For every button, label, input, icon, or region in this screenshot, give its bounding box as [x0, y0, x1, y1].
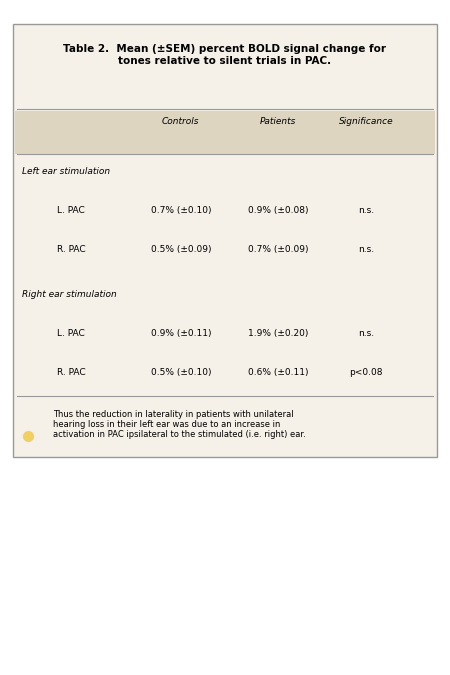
Text: L. PAC: L. PAC: [57, 329, 85, 338]
Text: Patients: Patients: [260, 117, 296, 126]
Text: L. PAC: L. PAC: [57, 206, 85, 215]
Text: Right ear stimulation: Right ear stimulation: [22, 290, 117, 299]
Text: R. PAC: R. PAC: [57, 245, 86, 254]
Text: 0.5% (±0.10): 0.5% (±0.10): [151, 367, 211, 377]
Text: Left ear stimulation: Left ear stimulation: [22, 167, 110, 176]
Text: 0.9% (±0.08): 0.9% (±0.08): [248, 206, 308, 215]
Text: Thus the reduction in laterality in patients with unilateral
hearing loss in the: Thus the reduction in laterality in pati…: [53, 410, 306, 439]
Text: 0.6% (±0.11): 0.6% (±0.11): [248, 367, 308, 377]
Text: Significance: Significance: [339, 117, 394, 126]
Text: n.s.: n.s.: [358, 245, 374, 254]
Text: 1.9% (±0.20): 1.9% (±0.20): [248, 329, 308, 338]
Text: n.s.: n.s.: [358, 206, 374, 215]
Text: 0.7% (±0.10): 0.7% (±0.10): [151, 206, 211, 215]
Text: R. PAC: R. PAC: [57, 367, 86, 377]
Text: Controls: Controls: [162, 117, 200, 126]
Text: 0.7% (±0.09): 0.7% (±0.09): [248, 245, 308, 254]
Text: Table 2.  Mean (±SEM) percent BOLD signal change for
tones relative to silent tr: Table 2. Mean (±SEM) percent BOLD signal…: [63, 44, 387, 65]
Text: 0.9% (±0.11): 0.9% (±0.11): [151, 329, 211, 338]
Bar: [13, 24, 437, 458]
Bar: [15, 111, 435, 154]
Text: n.s.: n.s.: [358, 329, 374, 338]
Text: 0.5% (±0.09): 0.5% (±0.09): [151, 245, 211, 254]
Text: p<0.08: p<0.08: [350, 367, 383, 377]
